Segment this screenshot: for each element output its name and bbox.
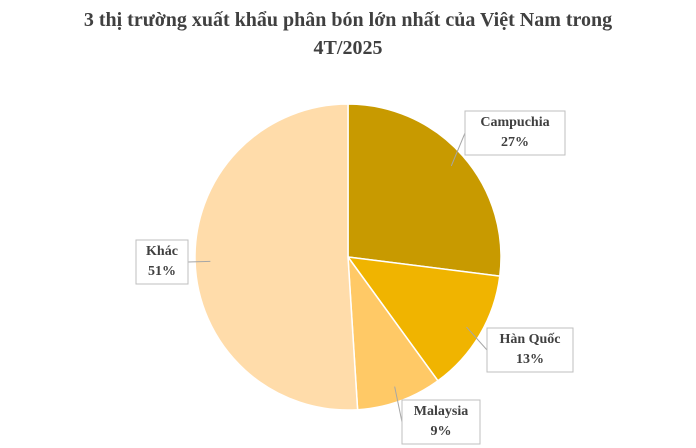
slice-value-label: 9% — [431, 424, 452, 439]
pie-slice — [347, 103, 502, 278]
slice-value-label: 13% — [516, 352, 544, 367]
pie-slice — [346, 256, 501, 382]
leader-line — [450, 132, 466, 167]
chart-title: 3 thị trường xuất khẩu phân bón lớn nhất… — [83, 9, 613, 59]
slice-value-label: 27% — [501, 135, 529, 150]
slice-value-label: 51% — [148, 264, 176, 279]
label-box — [135, 239, 189, 285]
label-box — [401, 399, 481, 445]
leader-line — [466, 326, 488, 351]
leader-line — [394, 386, 403, 423]
slice-label: Hàn Quốc — [499, 332, 560, 347]
label-box — [486, 327, 574, 373]
slice-label: Campuchia — [480, 115, 549, 130]
slice-label: Khác — [146, 244, 178, 259]
pie-slice — [194, 103, 359, 411]
slice-label: Malaysia — [414, 404, 468, 419]
label-box — [464, 110, 566, 156]
pie-slice — [347, 254, 439, 411]
leader-line — [187, 260, 211, 263]
